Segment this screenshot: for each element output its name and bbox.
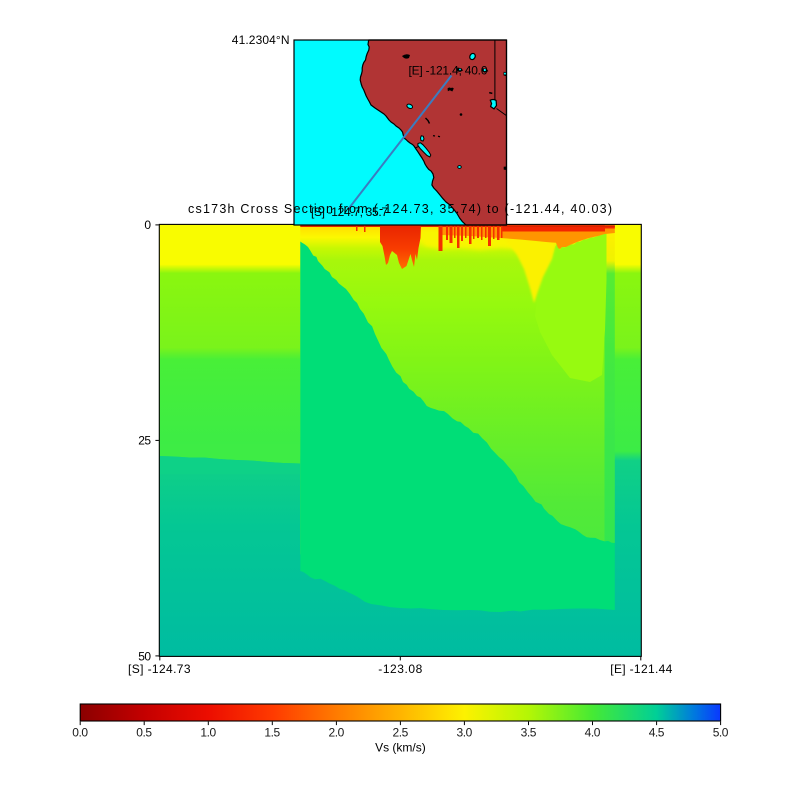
svg-text:5.0: 5.0 — [713, 726, 729, 740]
svg-text:-123.08: -123.08 — [378, 662, 422, 676]
svg-text:0.5: 0.5 — [136, 726, 152, 740]
svg-text:[E] -121.44: [E] -121.44 — [610, 662, 672, 676]
svg-text:1.0: 1.0 — [200, 726, 216, 740]
svg-text:25: 25 — [138, 433, 151, 447]
svg-text:3.5: 3.5 — [521, 726, 537, 740]
svg-text:0.0: 0.0 — [72, 726, 88, 740]
svg-text:4.5: 4.5 — [649, 726, 665, 740]
svg-text:4.0: 4.0 — [585, 726, 601, 740]
svg-text:cs173h Cross Section from (-12: cs173h Cross Section from (-124.73, 35.7… — [188, 202, 612, 216]
svg-text:1.5: 1.5 — [264, 726, 280, 740]
svg-text:Vs (km/s): Vs (km/s) — [375, 741, 426, 755]
svg-text:[E] -121.4, 40.0: [E] -121.4, 40.0 — [409, 64, 488, 78]
svg-text:2.5: 2.5 — [393, 726, 409, 740]
svg-text:[S] -124.73: [S] -124.73 — [128, 662, 191, 676]
svg-text:2.0: 2.0 — [329, 726, 345, 740]
svg-text:3.0: 3.0 — [457, 726, 473, 740]
svg-text:50: 50 — [138, 649, 151, 663]
svg-text:0: 0 — [144, 218, 151, 232]
svg-text:[S] -124.7, 35.7: [S] -124.7, 35.7 — [311, 205, 388, 219]
svg-text:41.2304°N: 41.2304°N — [232, 33, 290, 47]
